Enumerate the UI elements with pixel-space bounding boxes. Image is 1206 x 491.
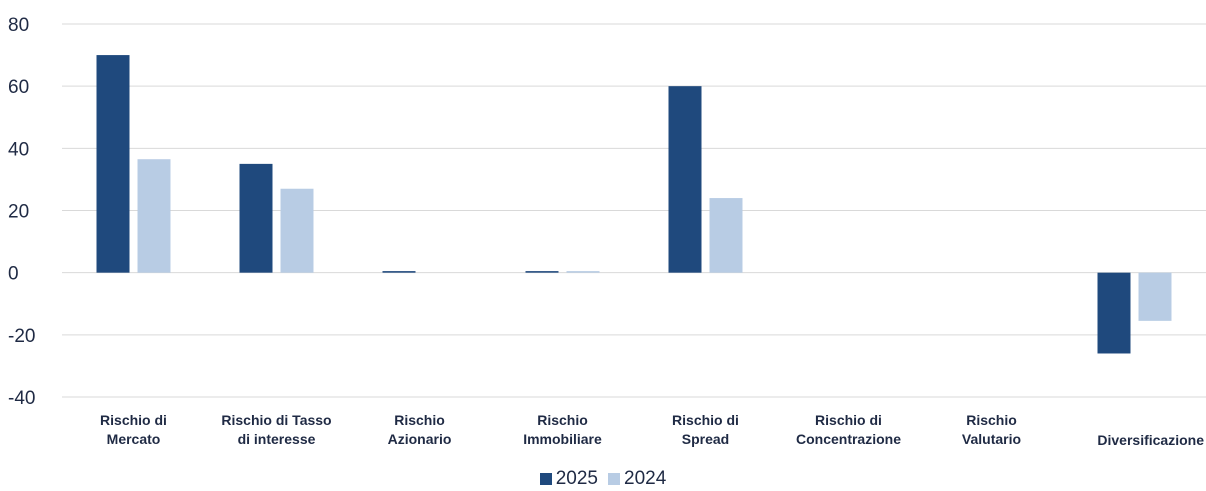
x-tick-label: Azionario [388, 431, 452, 447]
x-tick-label: Rischio di [100, 412, 167, 428]
x-tick-label: Rischio di [672, 412, 739, 428]
legend-item-2024: 2024 [608, 468, 666, 490]
x-tick-label: Rischio [537, 412, 588, 428]
x-tick-label: di interesse [238, 431, 316, 447]
bar-2025-2 [382, 271, 416, 273]
y-tick-label: 60 [8, 77, 29, 98]
y-tick-label: 40 [8, 139, 29, 160]
x-tick-label: Mercato [107, 431, 161, 447]
x-tick-label: Rischio [966, 412, 1017, 428]
x-tick-label: Concentrazione [796, 431, 901, 447]
x-tick-label: Immobiliare [523, 431, 602, 447]
x-tick-label: Diversificazione [1097, 432, 1204, 448]
x-tick-label: Rischio di Tasso [221, 412, 331, 428]
bar-2025-3 [525, 271, 559, 273]
bar-2024-4 [709, 198, 743, 273]
bar-2024-3 [566, 271, 600, 273]
y-axis: 80 60 40 20 0 -20 -40 [8, 15, 35, 409]
x-tick-label: Rischio [394, 412, 445, 428]
bar-2025-7 [1097, 272, 1131, 354]
bar-2024-0 [137, 159, 171, 273]
legend: 2025 2024 [0, 467, 1206, 491]
legend-label-2025: 2025 [555, 468, 598, 489]
x-tick-label: Spread [682, 431, 729, 447]
bar-2025-1 [239, 163, 273, 273]
bar-2025-4 [668, 86, 702, 273]
x-tick-label: Rischio di [815, 412, 882, 428]
legend-item-2025: 2025 [539, 468, 598, 490]
x-axis: Rischio di Mercato Rischio di Tasso di inte… [100, 412, 1204, 448]
bar-2024-7 [1138, 272, 1172, 321]
legend-swatch-2024 [608, 473, 620, 485]
y-tick-label: 20 [8, 202, 29, 223]
legend-label-2024: 2024 [624, 468, 667, 489]
gridlines [62, 23, 1206, 398]
y-tick-label: 80 [8, 15, 29, 36]
x-tick-label: Valutario [962, 431, 1021, 447]
y-tick-label: -40 [8, 388, 35, 409]
bar-2025-0 [96, 55, 130, 273]
y-tick-label: -20 [8, 326, 35, 347]
bars [96, 55, 1172, 354]
bar-2024-1 [280, 188, 314, 273]
legend-swatch-2025 [539, 473, 552, 485]
y-tick-label: 0 [8, 264, 19, 285]
